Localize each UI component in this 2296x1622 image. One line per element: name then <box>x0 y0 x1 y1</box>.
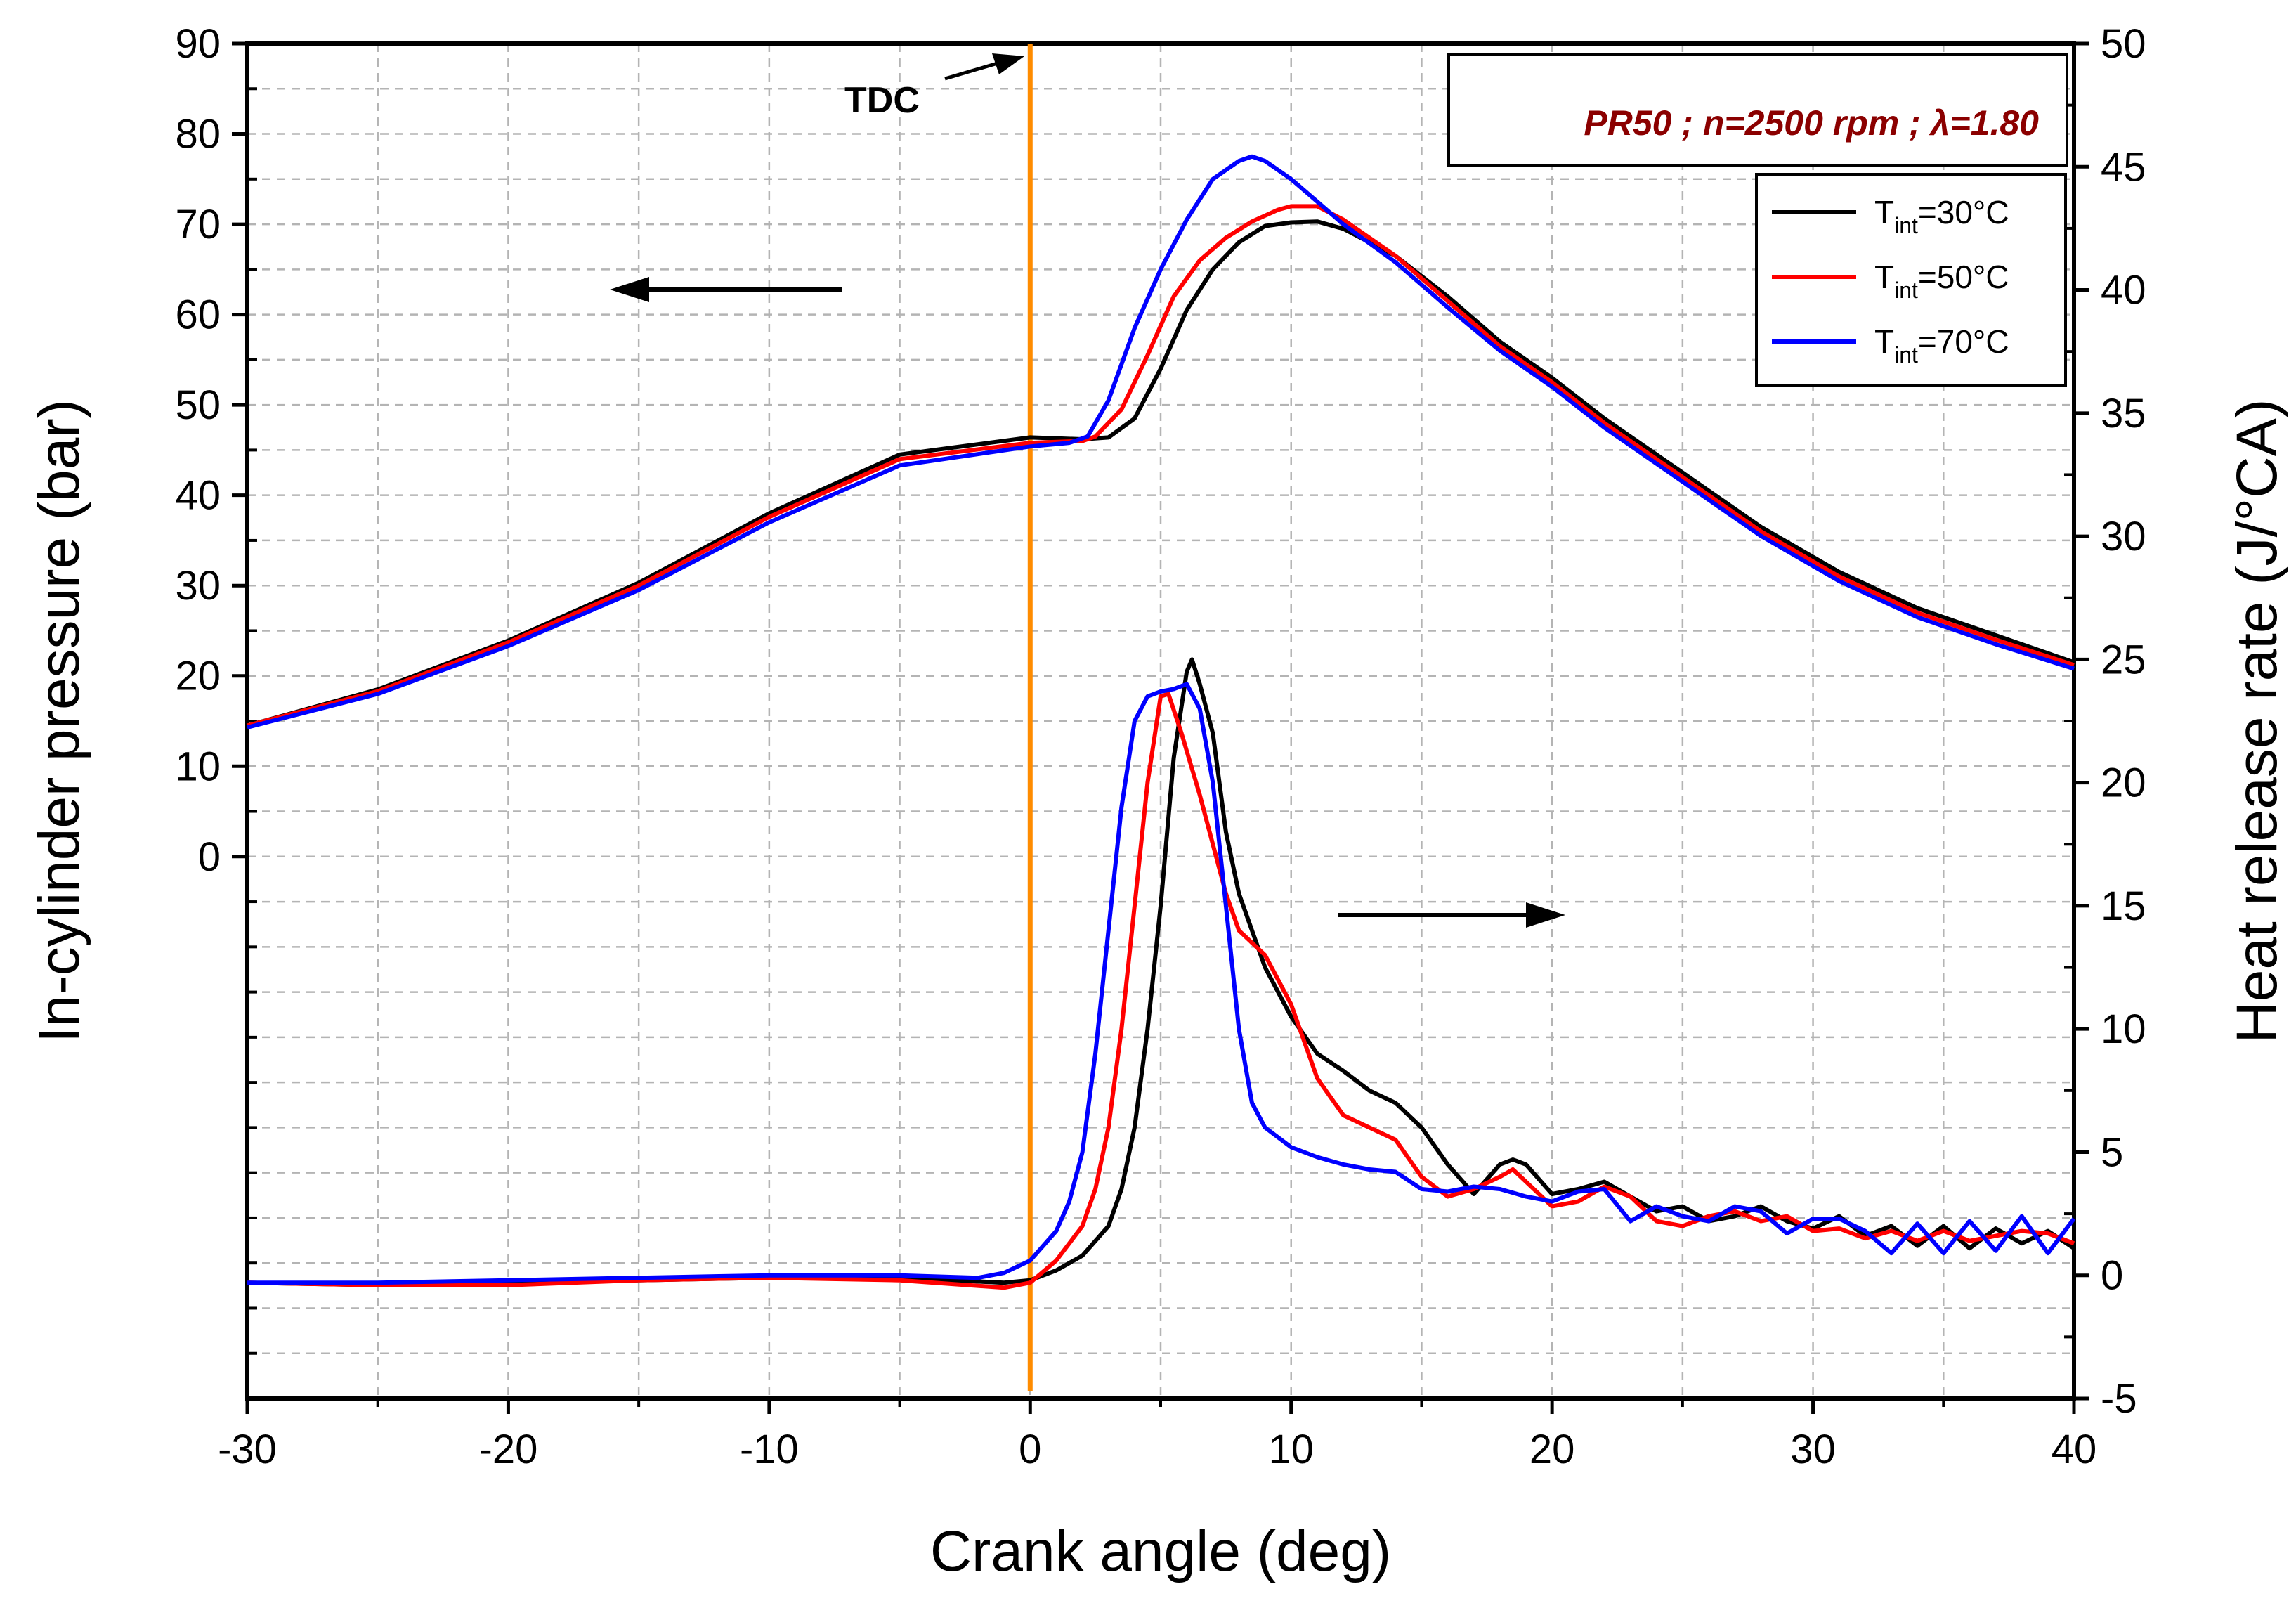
right-axis-arrow <box>1338 902 1565 928</box>
left-tick-label: 50 <box>175 382 221 428</box>
hrr-line-2 <box>247 692 2075 1290</box>
pressure-line-1 <box>247 219 2075 728</box>
condition-box-frame <box>1447 53 2068 167</box>
x-tick-label: -20 <box>479 1427 538 1472</box>
condition-box: PR50 ; n=2500 rpm ; λ=1.80 <box>1447 53 2068 167</box>
left-axis-title: In-cylinder pressure (bar) <box>27 399 91 1043</box>
x-tick-label: -30 <box>218 1427 277 1472</box>
right-tick-label: 35 <box>2101 391 2146 436</box>
left-tick-label: 80 <box>175 112 221 157</box>
left-tick-label: 40 <box>175 473 221 519</box>
right-tick-label: 5 <box>2101 1129 2123 1175</box>
tdc-arrow <box>944 53 1024 81</box>
right-tick-label: 15 <box>2101 883 2146 929</box>
x-tick-label: 20 <box>1529 1427 1575 1472</box>
right-tick-label: 0 <box>2101 1253 2123 1299</box>
right-tick-label: 20 <box>2101 760 2146 806</box>
hrr-line-3 <box>247 682 2076 1285</box>
legend-label: Tint=50°C <box>1874 259 2009 303</box>
left-tick-label: 10 <box>175 744 221 789</box>
legend-label: Tint=70°C <box>1874 323 2009 368</box>
x-tick-label: 10 <box>1268 1427 1314 1472</box>
x-tick-label: 30 <box>1790 1427 1836 1472</box>
x-tick-label: 0 <box>1019 1427 1041 1472</box>
left-tick-label: 90 <box>175 21 221 67</box>
series-lines <box>247 154 2076 1290</box>
right-tick-label: -5 <box>2101 1376 2137 1422</box>
left-tick-label: 60 <box>175 292 221 338</box>
legend-frame <box>1755 173 2067 387</box>
x-tick-label: -10 <box>740 1427 799 1472</box>
left-axis-ticks: 0 10 20 30 40 50 60 70 80 90 <box>175 21 257 1355</box>
right-tick-label: 30 <box>2101 514 2146 559</box>
legend-label: Tint=30°C <box>1874 194 2009 238</box>
x-tick-label: 40 <box>2052 1427 2097 1472</box>
right-tick-label: 50 <box>2101 21 2146 67</box>
left-tick-label: 20 <box>175 654 221 699</box>
right-tick-label: 45 <box>2101 144 2146 190</box>
condition-text: PR50 ; n=2500 rpm ; λ=1.80 <box>1584 103 2039 143</box>
pressure-line-2 <box>247 204 2075 728</box>
right-tick-label: 25 <box>2101 637 2146 682</box>
right-axis-title: Heat release rate (J/°CA) <box>2225 399 2289 1044</box>
right-tick-label: 40 <box>2101 268 2146 313</box>
x-axis-ticks: -30 -20 -10 0 10 20 30 40 <box>218 1399 2096 1472</box>
left-tick-label: 30 <box>175 563 221 609</box>
left-tick-label: 70 <box>175 202 221 247</box>
pressure-line-3 <box>247 154 2075 729</box>
left-axis-arrow <box>610 277 842 302</box>
left-tick-label: 0 <box>198 834 221 880</box>
x-axis-title: Crank angle (deg) <box>930 1519 1391 1583</box>
hrr-line-1 <box>247 657 2075 1287</box>
legend: Tint=30°C Tint=50°C Tint=70°C <box>1755 173 2067 387</box>
right-tick-label: 10 <box>2101 1006 2146 1052</box>
tdc-label: TDC <box>844 80 920 121</box>
